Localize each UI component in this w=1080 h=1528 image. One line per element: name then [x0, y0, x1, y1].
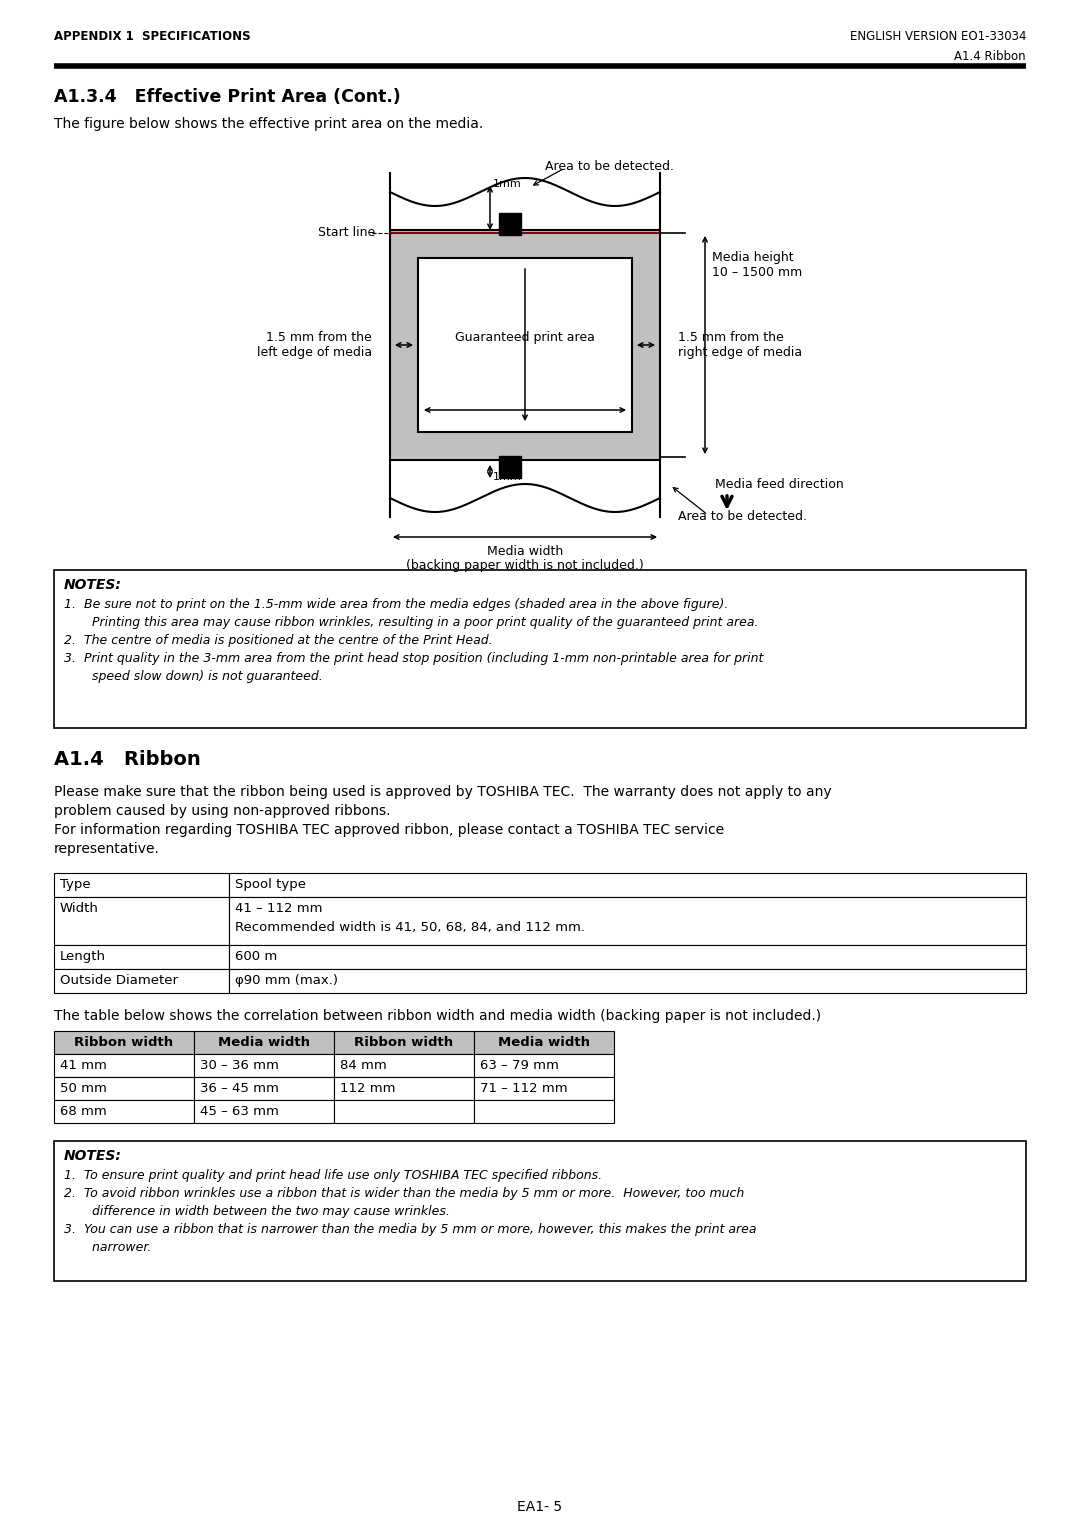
- Text: 3.  Print quality in the 3-mm area from the print head stop position (including : 3. Print quality in the 3-mm area from t…: [64, 652, 764, 665]
- Bar: [334, 1054, 474, 1077]
- Bar: [54, 872, 229, 897]
- Text: The table below shows the correlation between ribbon width and media width (back: The table below shows the correlation be…: [54, 1008, 821, 1024]
- Text: Please make sure that the ribbon being used is approved by TOSHIBA TEC.  The war: Please make sure that the ribbon being u…: [54, 785, 832, 799]
- Text: 50 mm: 50 mm: [60, 1082, 107, 1096]
- Bar: [474, 1031, 615, 1054]
- Text: Media width: Media width: [498, 1036, 590, 1050]
- Text: 1.5 mm from the
left edge of media: 1.5 mm from the left edge of media: [257, 332, 372, 359]
- Text: 1mm: 1mm: [492, 179, 522, 189]
- Text: Printing this area may cause ribbon wrinkles, resulting in a poor print quality : Printing this area may cause ribbon wrin…: [64, 616, 758, 630]
- Bar: [54, 1054, 194, 1077]
- Text: For information regarding TOSHIBA TEC approved ribbon, please contact a TOSHIBA : For information regarding TOSHIBA TEC ap…: [54, 824, 724, 837]
- Text: Area to be detected.: Area to be detected.: [545, 160, 674, 173]
- Text: representative.: representative.: [54, 842, 160, 856]
- Text: 71 – 112 mm: 71 – 112 mm: [480, 1082, 568, 1096]
- Text: Length: Length: [60, 950, 106, 963]
- Text: 36 – 45 mm: 36 – 45 mm: [200, 1082, 279, 1096]
- Text: Ribbon width: Ribbon width: [354, 1036, 454, 1050]
- Text: Media width: Media width: [487, 545, 563, 558]
- Bar: [194, 1031, 334, 1054]
- Text: 2.  To avoid ribbon wrinkles use a ribbon that is wider than the media by 5 mm o: 2. To avoid ribbon wrinkles use a ribbon…: [64, 1187, 744, 1199]
- Text: The figure below shows the effective print area on the media.: The figure below shows the effective pri…: [54, 118, 483, 131]
- Bar: [54, 897, 229, 944]
- Text: NOTES:: NOTES:: [64, 578, 122, 591]
- Bar: [499, 212, 521, 235]
- Text: Outside Diameter: Outside Diameter: [60, 973, 178, 987]
- Text: Guaranteed print area: Guaranteed print area: [455, 330, 595, 344]
- Text: 600 m: 600 m: [235, 950, 278, 963]
- Text: EA1- 5: EA1- 5: [517, 1500, 563, 1514]
- Bar: [474, 1054, 615, 1077]
- Text: 41 mm: 41 mm: [60, 1059, 107, 1073]
- Text: 41 – 112 mm
Recommended width is 41, 50, 68, 84, and 112 mm.: 41 – 112 mm Recommended width is 41, 50,…: [235, 902, 585, 934]
- Bar: [229, 944, 1026, 969]
- Text: ENGLISH VERSION EO1-33034: ENGLISH VERSION EO1-33034: [850, 31, 1026, 43]
- Text: A1.4   Ribbon: A1.4 Ribbon: [54, 750, 201, 769]
- Text: (backing paper width is not included.): (backing paper width is not included.): [406, 559, 644, 571]
- Text: problem caused by using non-approved ribbons.: problem caused by using non-approved rib…: [54, 804, 391, 817]
- Text: 1.  Be sure not to print on the 1.5-mm wide area from the media edges (shaded ar: 1. Be sure not to print on the 1.5-mm wi…: [64, 597, 728, 611]
- Bar: [54, 570, 1026, 727]
- Text: 68 mm: 68 mm: [60, 1105, 107, 1118]
- Bar: [54, 1077, 194, 1100]
- Text: Type: Type: [60, 879, 91, 891]
- Text: difference in width between the two may cause wrinkles.: difference in width between the two may …: [64, 1206, 450, 1218]
- Text: 1mm: 1mm: [492, 472, 522, 481]
- Bar: [194, 1077, 334, 1100]
- Text: Area to be detected.: Area to be detected.: [678, 510, 807, 523]
- Text: APPENDIX 1  SPECIFICATIONS: APPENDIX 1 SPECIFICATIONS: [54, 31, 251, 43]
- Bar: [334, 1077, 474, 1100]
- Bar: [229, 872, 1026, 897]
- Text: A1.3.4   Effective Print Area (Cont.): A1.3.4 Effective Print Area (Cont.): [54, 89, 401, 105]
- Text: 84 mm: 84 mm: [340, 1059, 387, 1073]
- Text: Spool type: Spool type: [235, 879, 306, 891]
- Bar: [474, 1077, 615, 1100]
- Text: Media height
10 – 1500 mm: Media height 10 – 1500 mm: [712, 251, 802, 280]
- Bar: [229, 897, 1026, 944]
- Bar: [418, 258, 632, 432]
- Text: 45 – 63 mm: 45 – 63 mm: [200, 1105, 279, 1118]
- Text: Width: Width: [60, 902, 99, 915]
- Bar: [334, 1100, 474, 1123]
- Text: 30 – 36 mm: 30 – 36 mm: [200, 1059, 279, 1073]
- Text: φ90 mm (max.): φ90 mm (max.): [235, 973, 338, 987]
- Bar: [229, 969, 1026, 993]
- Text: 63 – 79 mm: 63 – 79 mm: [480, 1059, 558, 1073]
- Text: 2.  The centre of media is positioned at the centre of the Print Head.: 2. The centre of media is positioned at …: [64, 634, 492, 646]
- Text: Start line: Start line: [318, 226, 375, 240]
- Bar: [54, 969, 229, 993]
- Bar: [334, 1031, 474, 1054]
- Text: 1.  To ensure print quality and print head life use only TOSHIBA TEC specified r: 1. To ensure print quality and print hea…: [64, 1169, 603, 1183]
- Bar: [54, 1031, 194, 1054]
- Bar: [54, 1141, 1026, 1280]
- Bar: [474, 1100, 615, 1123]
- Bar: [499, 455, 521, 478]
- Text: 112 mm: 112 mm: [340, 1082, 395, 1096]
- Bar: [390, 231, 660, 460]
- Bar: [194, 1100, 334, 1123]
- Text: speed slow down) is not guaranteed.: speed slow down) is not guaranteed.: [64, 669, 323, 683]
- Text: NOTES:: NOTES:: [64, 1149, 122, 1163]
- Text: 3.  You can use a ribbon that is narrower than the media by 5 mm or more, howeve: 3. You can use a ribbon that is narrower…: [64, 1222, 756, 1236]
- Text: Media width: Media width: [218, 1036, 310, 1050]
- Text: narrower.: narrower.: [64, 1241, 151, 1254]
- Text: Ribbon width: Ribbon width: [75, 1036, 174, 1050]
- Bar: [54, 1100, 194, 1123]
- Text: A1.4 Ribbon: A1.4 Ribbon: [955, 50, 1026, 63]
- Bar: [194, 1054, 334, 1077]
- Text: 1.5 mm from the
right edge of media: 1.5 mm from the right edge of media: [678, 332, 802, 359]
- Text: Media feed direction: Media feed direction: [715, 478, 843, 490]
- Bar: [54, 944, 229, 969]
